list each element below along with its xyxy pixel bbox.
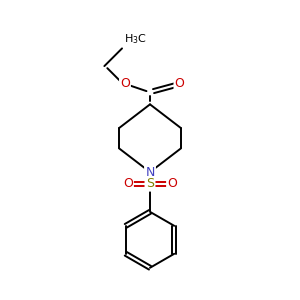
Text: O: O <box>123 177 133 190</box>
Text: O: O <box>167 177 177 190</box>
Text: O: O <box>120 77 130 90</box>
Text: S: S <box>146 177 154 190</box>
Text: N: N <box>145 166 155 178</box>
Text: O: O <box>175 77 184 90</box>
Text: H$_3$C: H$_3$C <box>124 32 147 46</box>
